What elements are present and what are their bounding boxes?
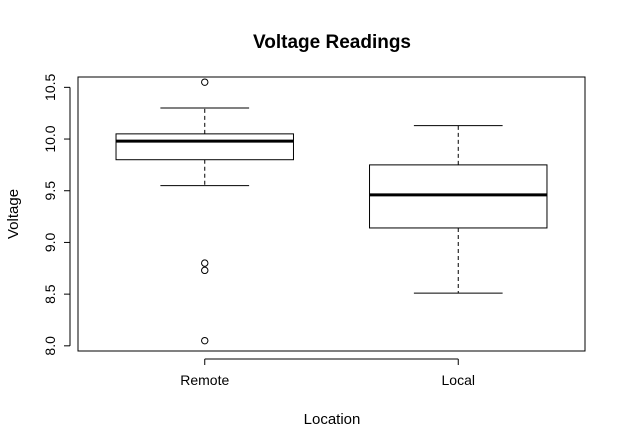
box-remote [115,78,294,345]
y-tick-label: 8.5 [42,284,58,304]
outlier-point [201,336,209,345]
x-tick-label-local: Local [442,372,475,388]
x-axis-label: Location [304,411,361,428]
y-tick-label: 10.0 [42,125,58,152]
y-tick-label: 8.0 [42,336,58,356]
plot-frame [77,76,586,352]
y-axis-label: Voltage [5,189,22,239]
iqr-box [115,133,294,161]
outlier-point [201,78,209,86]
chart-title: Voltage Readings [253,32,411,53]
outlier-point [201,259,209,267]
iqr-box [369,164,548,229]
boxes [115,78,548,345]
x-axis: Remote Local [180,358,475,388]
box-local [369,125,548,294]
y-tick-label: 9.5 [42,181,58,201]
y-axis: 8.0 8.5 9.0 9.5 10.0 10.5 [42,74,71,356]
outlier-point [201,266,209,275]
y-tick-label: 9.0 [42,232,58,252]
x-tick-label-remote: Remote [180,372,229,388]
y-tick-label: 10.5 [42,74,58,101]
